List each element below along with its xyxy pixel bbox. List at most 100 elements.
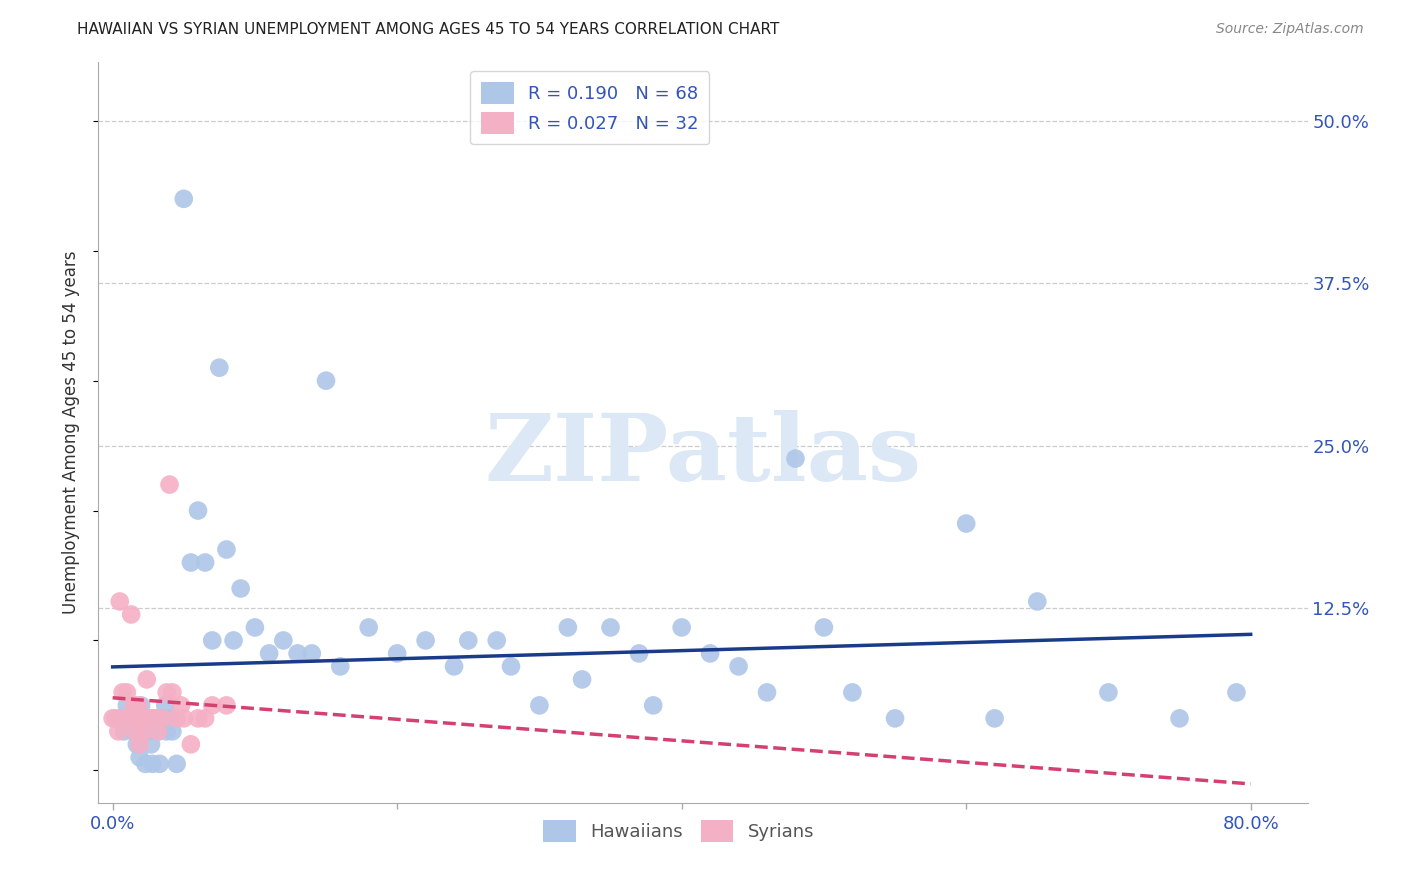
Point xyxy=(120,607,142,622)
Point xyxy=(187,711,209,725)
Point xyxy=(125,737,148,751)
Point xyxy=(156,685,179,699)
Point xyxy=(599,620,621,634)
Point xyxy=(571,673,593,687)
Point xyxy=(208,360,231,375)
Point xyxy=(727,659,749,673)
Point xyxy=(357,620,380,634)
Point xyxy=(152,711,174,725)
Legend: Hawaiians, Syrians: Hawaiians, Syrians xyxy=(536,813,821,849)
Point xyxy=(127,698,149,713)
Point xyxy=(101,711,124,725)
Point xyxy=(132,724,155,739)
Point xyxy=(457,633,479,648)
Text: HAWAIIAN VS SYRIAN UNEMPLOYMENT AMONG AGES 45 TO 54 YEARS CORRELATION CHART: HAWAIIAN VS SYRIAN UNEMPLOYMENT AMONG AG… xyxy=(77,22,780,37)
Point xyxy=(115,698,138,713)
Point xyxy=(485,633,508,648)
Point xyxy=(180,737,202,751)
Point xyxy=(257,647,280,661)
Point xyxy=(385,647,408,661)
Point xyxy=(785,451,807,466)
Point xyxy=(813,620,835,634)
Point xyxy=(194,711,217,725)
Point xyxy=(1097,685,1119,699)
Point xyxy=(187,503,209,517)
Point xyxy=(128,750,150,764)
Point xyxy=(170,698,193,713)
Point xyxy=(149,756,172,771)
Point xyxy=(983,711,1005,725)
Point xyxy=(129,711,152,725)
Point xyxy=(180,556,202,570)
Point xyxy=(287,647,309,661)
Point xyxy=(112,724,135,739)
Point xyxy=(194,556,217,570)
Point xyxy=(152,711,174,725)
Point xyxy=(135,673,157,687)
Point xyxy=(159,711,181,725)
Point xyxy=(415,633,437,648)
Point xyxy=(159,477,181,491)
Point xyxy=(1168,711,1191,725)
Point xyxy=(136,711,159,725)
Point xyxy=(104,711,127,725)
Point xyxy=(273,633,295,648)
Text: Source: ZipAtlas.com: Source: ZipAtlas.com xyxy=(1216,22,1364,37)
Point xyxy=(243,620,266,634)
Point xyxy=(127,705,149,719)
Point xyxy=(128,737,150,751)
Point xyxy=(143,711,166,725)
Point xyxy=(134,756,156,771)
Point xyxy=(111,685,134,699)
Point xyxy=(301,647,323,661)
Y-axis label: Unemployment Among Ages 45 to 54 years: Unemployment Among Ages 45 to 54 years xyxy=(62,251,80,615)
Point xyxy=(229,582,252,596)
Point xyxy=(146,724,169,739)
Point xyxy=(162,685,184,699)
Point xyxy=(122,698,145,713)
Point xyxy=(112,711,135,725)
Point xyxy=(1026,594,1049,608)
Point xyxy=(215,698,238,713)
Point xyxy=(118,711,141,725)
Point xyxy=(166,711,188,725)
Point xyxy=(215,542,238,557)
Point xyxy=(107,724,129,739)
Point xyxy=(141,756,163,771)
Point xyxy=(129,698,152,713)
Point xyxy=(132,724,155,739)
Point xyxy=(222,633,245,648)
Point xyxy=(146,724,169,739)
Point xyxy=(136,711,159,725)
Point xyxy=(499,659,522,673)
Point xyxy=(643,698,665,713)
Point xyxy=(173,711,195,725)
Point xyxy=(841,685,863,699)
Point xyxy=(115,685,138,699)
Point xyxy=(156,724,179,739)
Point xyxy=(315,374,337,388)
Point xyxy=(108,594,131,608)
Point xyxy=(143,711,166,725)
Point xyxy=(557,620,579,634)
Point xyxy=(155,698,177,713)
Point xyxy=(108,711,131,725)
Point xyxy=(162,724,184,739)
Point xyxy=(529,698,551,713)
Point xyxy=(201,633,224,648)
Point xyxy=(329,659,352,673)
Point xyxy=(124,724,146,739)
Point xyxy=(627,647,650,661)
Point xyxy=(443,659,465,673)
Point xyxy=(166,756,188,771)
Point xyxy=(756,685,779,699)
Point xyxy=(1225,685,1247,699)
Point xyxy=(884,711,907,725)
Point xyxy=(122,724,145,739)
Point xyxy=(201,698,224,713)
Point xyxy=(139,737,162,751)
Point xyxy=(118,711,141,725)
Point xyxy=(138,724,160,739)
Point xyxy=(955,516,977,531)
Point xyxy=(699,647,721,661)
